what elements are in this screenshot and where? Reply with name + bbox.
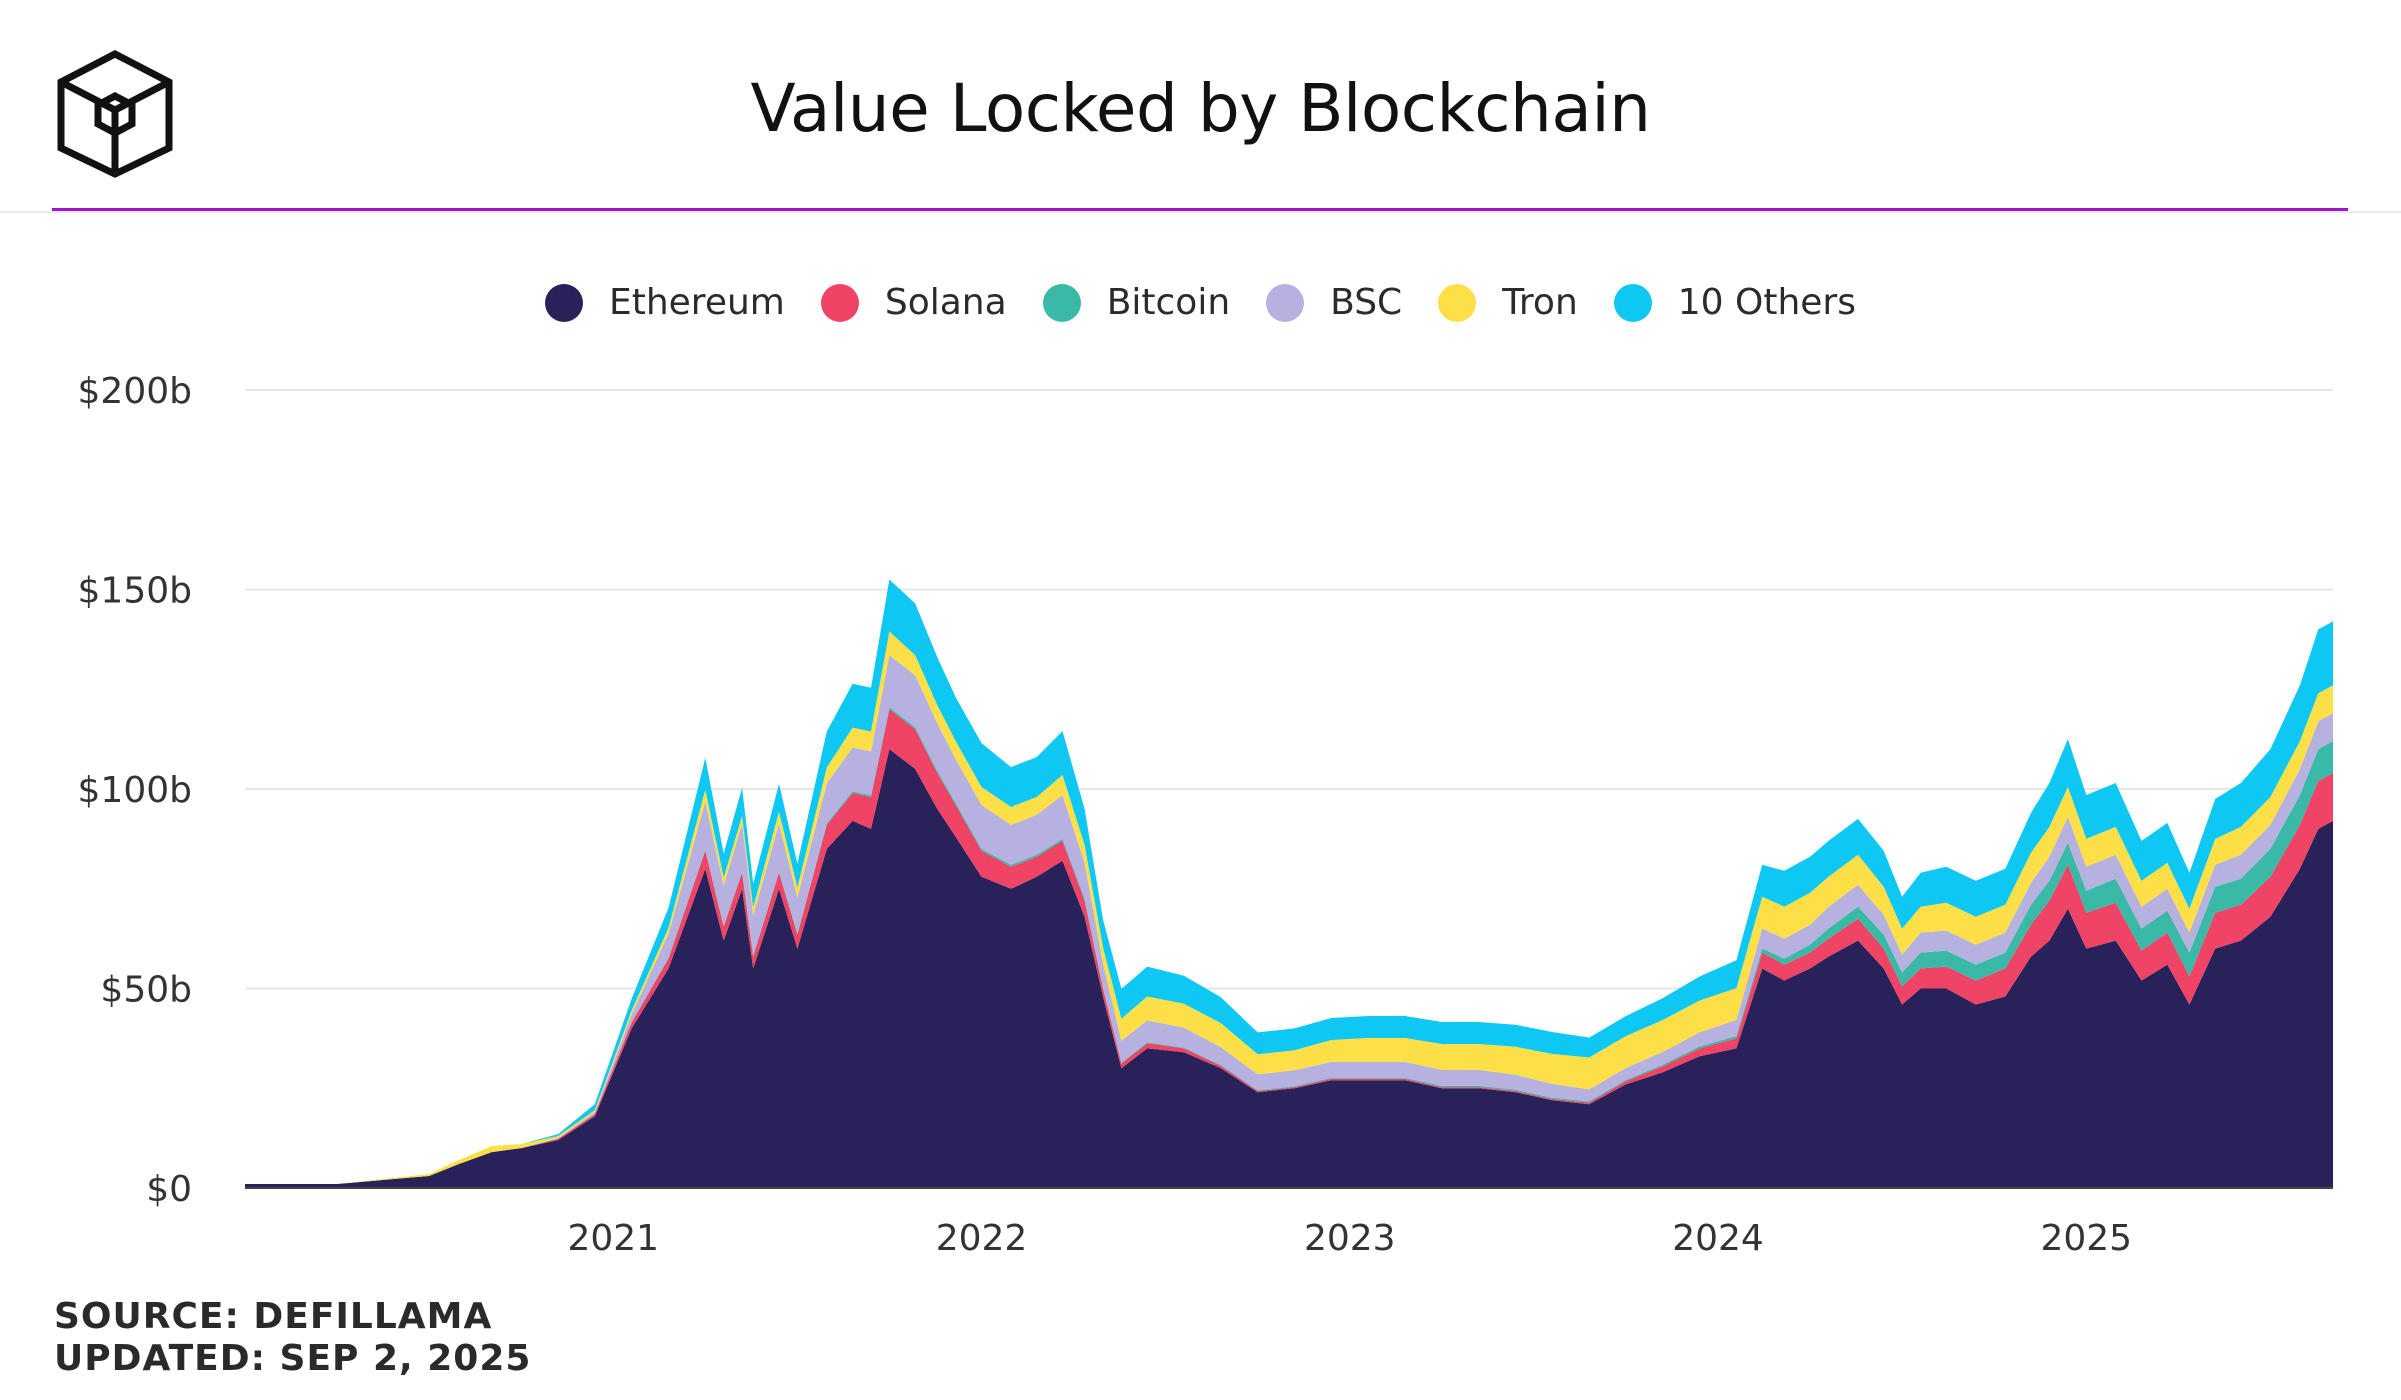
chart-legend: Ethereum Solana Bitcoin BSC Tron 10 Others [0,282,2401,323]
area-series-ethereum [245,749,2333,1188]
legend-label: Bitcoin [1106,282,1231,323]
chart-title: Value Locked by Blockchain [750,70,1651,147]
area-series-10-others [245,579,2333,1184]
x-tick-label: 2023 [1304,1218,1396,1259]
legend-label: Tron [1502,282,1578,323]
legend-label: 10 Others [1677,282,1856,323]
cube-logo-icon [57,50,173,178]
legend-swatch [1266,283,1305,322]
legend-label: Solana [884,282,1007,323]
y-tick-label: $100b [78,770,192,811]
legend-swatch [820,283,859,322]
legend-item-solana: Solana [820,282,1007,323]
stacked-area-chart: $0 $50b $100b $150b $200b 2021 2022 2023 2024 202… [78,371,2333,1259]
legend-swatch [1613,283,1652,322]
x-tick-label: 2022 [936,1218,1028,1259]
x-tick-label: 2025 [2040,1218,2132,1259]
y-tick-label: $200b [78,371,192,412]
y-tick-label: $0 [146,1169,192,1210]
legend-item-bitcoin: Bitcoin [1042,282,1231,323]
header-divider [0,211,2401,213]
updated-note: UPDATED: SEP 2, 2025 [54,1338,532,1379]
legend-item-10-others: 10 Others [1613,282,1856,323]
source-note: SOURCE: DEFILLAMA [54,1296,493,1337]
legend-label: BSC [1330,282,1403,323]
x-tick-label: 2021 [567,1218,659,1259]
y-tick-label: $50b [100,970,192,1011]
legend-swatch [544,283,583,322]
legend-label: Ethereum [608,282,785,323]
accent-rule [52,208,2348,211]
legend-item-ethereum: Ethereum [544,282,785,323]
legend-swatch [1438,283,1477,322]
chart-footer: SOURCE: DEFILLAMA UPDATED: SEP 2, 2025 [54,1296,531,1380]
legend-item-bsc: BSC [1266,282,1402,323]
legend-item-tron: Tron [1438,282,1578,323]
area-series-bsc [245,655,2333,1184]
x-tick-label: 2024 [1672,1218,1764,1259]
chart-header: Value Locked by Blockchain [0,0,2401,212]
y-tick-label: $150b [78,571,192,612]
legend-swatch [1042,283,1081,322]
